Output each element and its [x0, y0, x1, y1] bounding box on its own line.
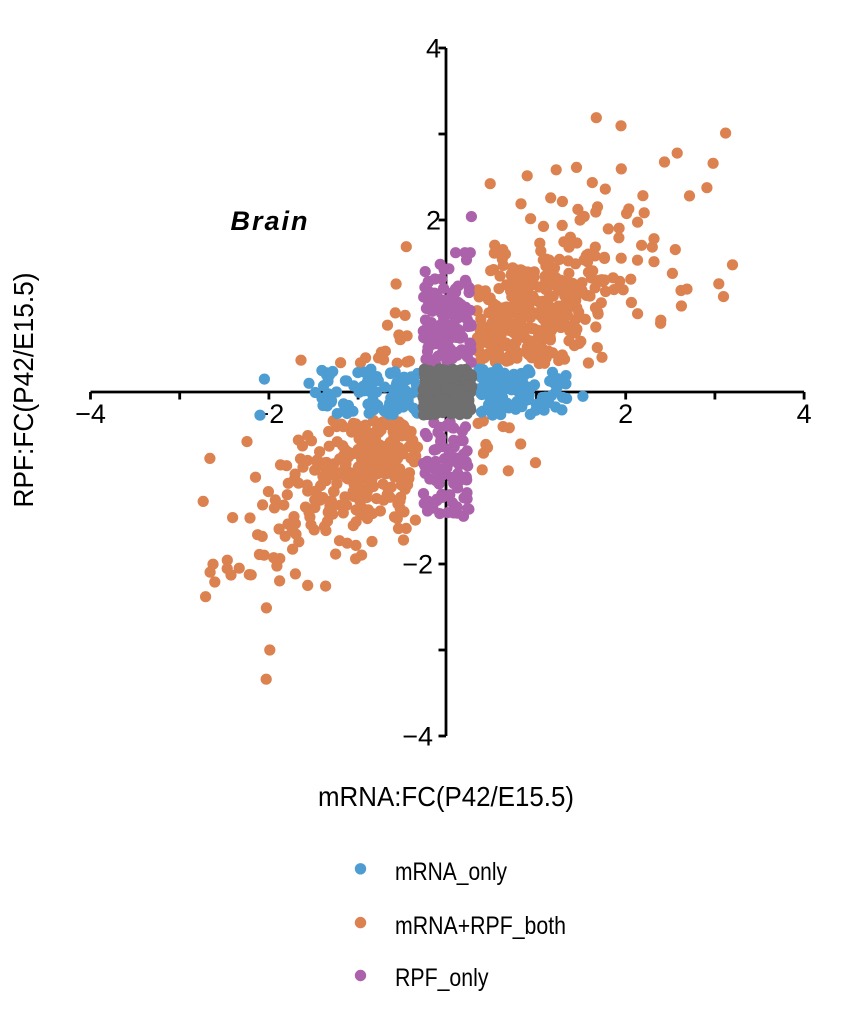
- svg-text:mRNA+RPF_both: mRNA+RPF_both: [395, 912, 566, 940]
- svg-text:−2: −2: [402, 550, 433, 580]
- svg-text:Brain: Brain: [230, 206, 309, 236]
- svg-text:RPF:FC(P42/E15.5): RPF:FC(P42/E15.5): [8, 273, 39, 508]
- svg-text:4: 4: [426, 34, 441, 64]
- svg-text:2: 2: [426, 206, 441, 236]
- svg-text:−4: −4: [75, 399, 106, 429]
- svg-text:RPF_only: RPF_only: [395, 964, 489, 992]
- svg-text:mRNA_only: mRNA_only: [395, 858, 507, 886]
- svg-text:4: 4: [797, 399, 812, 429]
- svg-text:mRNA:FC(P42/E15.5): mRNA:FC(P42/E15.5): [318, 781, 574, 812]
- svg-text:−4: −4: [402, 722, 433, 752]
- svg-text:2: 2: [618, 399, 633, 429]
